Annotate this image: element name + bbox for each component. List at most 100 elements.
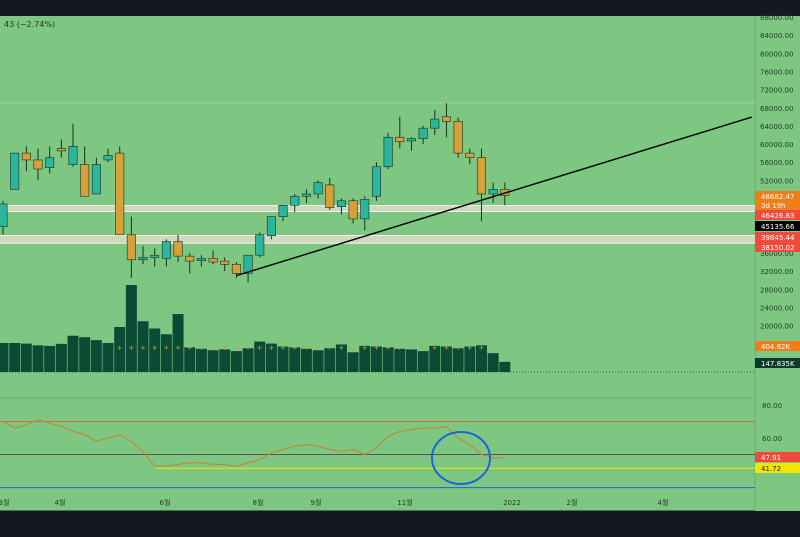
- volume-marker: +: [187, 344, 193, 352]
- candle: [325, 178, 335, 210]
- volume-bar: [312, 350, 324, 372]
- volume-marker: +: [198, 344, 204, 352]
- volume-marker: +: [373, 344, 379, 352]
- candle-body: [255, 234, 265, 256]
- price-tick-label: 68000.00: [760, 105, 793, 113]
- plot-background[interactable]: [0, 16, 755, 511]
- candle: [371, 162, 381, 201]
- volume-marker: +: [245, 344, 251, 352]
- price-tag-bg: [755, 210, 800, 220]
- price-tick-label: 56000.00: [760, 159, 793, 167]
- candle-body: [126, 234, 136, 261]
- trendline[interactable]: [236, 116, 753, 277]
- time-tick-label: 9월: [311, 498, 322, 507]
- candle-body: [395, 136, 405, 143]
- candle-body: [56, 148, 66, 152]
- candle: [266, 216, 276, 240]
- price-tag: 46426.83: [755, 210, 800, 220]
- candle: [10, 152, 20, 190]
- price-tag-bg: [755, 221, 800, 231]
- volume-tag-bg: [755, 358, 800, 368]
- volume-bar: [324, 348, 336, 372]
- volume-bar: [475, 345, 487, 372]
- volume-bar: [359, 345, 371, 372]
- candle: [406, 137, 416, 151]
- candle: [45, 146, 55, 174]
- volume-bar: [464, 346, 476, 372]
- volume-bar: [9, 343, 21, 372]
- candle: [278, 205, 288, 222]
- candle-body: [441, 116, 451, 122]
- candle: [430, 110, 440, 135]
- candle-body: [150, 254, 160, 258]
- candle: [418, 125, 428, 145]
- candle-body: [325, 184, 335, 208]
- candle-body: [453, 121, 463, 154]
- candle-body: [465, 152, 475, 158]
- rsi-levels: [0, 420, 755, 489]
- price-tick-label: 36000.00: [760, 250, 793, 258]
- volume-marker: +: [163, 344, 169, 352]
- candle: [348, 198, 358, 224]
- drawings: [236, 116, 753, 485]
- current-price-tag-bg: [755, 191, 800, 210]
- highlight-circle[interactable]: [431, 431, 491, 485]
- volume-bar: [195, 348, 207, 372]
- rsi-series: [2, 419, 505, 467]
- candle-body: [418, 127, 428, 139]
- time-tick-label: 4월: [55, 498, 66, 507]
- candle-body: [45, 157, 55, 168]
- candle-body: [115, 152, 125, 236]
- candle: [208, 250, 218, 265]
- candle: [336, 198, 346, 215]
- price-tick-label: 80000.00: [760, 50, 793, 58]
- candle-body: [173, 241, 183, 257]
- volume-bar: [32, 345, 44, 372]
- candle-body: [476, 157, 486, 195]
- volume-bar: [149, 328, 161, 372]
- volume-bar: [55, 343, 67, 372]
- candle-body: [196, 258, 206, 261]
- candle-body: [33, 159, 43, 170]
- candle: [56, 139, 66, 158]
- volume-marker: +: [397, 344, 403, 352]
- volume-marker: +: [233, 344, 239, 352]
- candle-body: [383, 136, 393, 168]
- volume-bar: [44, 345, 56, 372]
- volume-marker: +: [117, 344, 123, 352]
- volume-marker: +: [350, 344, 356, 352]
- volume-bar: [347, 352, 359, 372]
- time-tick-label: 6월: [160, 498, 171, 507]
- candle-body: [68, 146, 78, 165]
- volume-bar: [137, 321, 149, 372]
- candle: [21, 146, 31, 172]
- candle-body: [161, 241, 171, 259]
- time-tick-label: 3월: [0, 498, 9, 507]
- price-tag-text: 39845.44: [761, 234, 795, 242]
- volume-tag-text: 147.835K: [761, 360, 795, 368]
- volume-bar: [207, 350, 219, 372]
- rsi-level-tag-bg: [755, 463, 800, 473]
- price-tag: 45135.66: [755, 221, 800, 231]
- candle-body: [0, 203, 8, 227]
- volume-bar: [102, 343, 114, 372]
- volume-marker: +: [467, 344, 473, 352]
- candle-body: [266, 216, 276, 237]
- volume-bar: [184, 347, 196, 372]
- price-axis-background[interactable]: [755, 16, 800, 511]
- candle-body: [406, 138, 416, 142]
- candle-body: [360, 199, 370, 220]
- price-zone: [0, 235, 755, 244]
- candle: [255, 232, 265, 258]
- volume-tag: 404.82K: [755, 341, 800, 351]
- volume-bar: [20, 343, 32, 372]
- price-tick-label: 60000.00: [760, 141, 793, 149]
- candle: [196, 255, 206, 267]
- rsi-current-tag-text: 47.91: [761, 454, 781, 462]
- volume-bar: [265, 343, 277, 372]
- volume-bar: [277, 346, 289, 372]
- rsi-level-tag-text: 41.72: [761, 465, 781, 473]
- volume-marker: +: [280, 344, 286, 352]
